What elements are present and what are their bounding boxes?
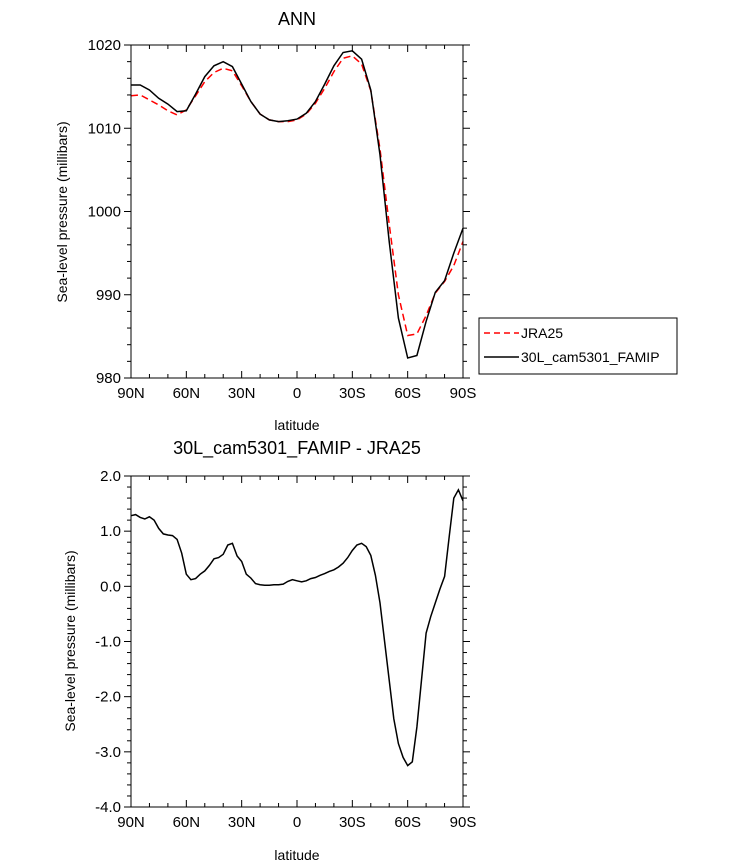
- bottom-y-tick-label: 2.0: [100, 468, 121, 485]
- x-axis-label: latitude: [274, 417, 319, 433]
- bottom-y-tick-label: 1.0: [100, 523, 121, 540]
- chart-slp-annual: ANN 90N 60N 30N 0 30S 60S 90S 980 990 1000 1010 102…: [54, 9, 476, 433]
- bottom-x-tick-label: 60S: [394, 814, 421, 831]
- bottom-x-tick-label: 30S: [339, 814, 366, 831]
- top-series-line-1: [131, 49, 464, 359]
- bottom-series-line-0: [130, 488, 464, 767]
- bottom-y-tick-label: -1.0: [95, 634, 121, 651]
- bottom-x-tick-label: 60N: [173, 814, 201, 831]
- top-y-tick-label: 990: [96, 287, 121, 304]
- top-series-line-0: [130, 54, 464, 337]
- chart-slp-difference: 30L_cam5301_FAMIP - JRA25 90N 60N 30N 0 30S 6…: [62, 438, 476, 863]
- bottom-y-tick-label: -2.0: [95, 689, 121, 706]
- bottom-y-tick-label: -4.0: [95, 799, 121, 816]
- legend-box: [478, 317, 678, 375]
- bottom-x-tick-label: 0: [293, 814, 301, 831]
- top-x-tick-label: 30S: [339, 385, 366, 402]
- legend-label-cam: 30L_cam5301_FAMIP: [521, 349, 660, 365]
- top-y-tick-label: 1010: [88, 120, 121, 137]
- top-x-tick-label: 30N: [228, 385, 256, 402]
- bottom-y-tick-label: 0.0: [100, 578, 121, 595]
- top-y-tick-label: 1000: [88, 204, 121, 221]
- y-axis-label: Sea-level pressure (millibars): [62, 550, 78, 731]
- top-x-tick-label: 60N: [173, 385, 201, 402]
- top-y-tick-label: 1020: [88, 37, 121, 54]
- bottom-x-tick-label: 90S: [450, 814, 477, 831]
- bottom-x-tick-label: 30N: [228, 814, 256, 831]
- top-x-tick-label: 90S: [450, 385, 477, 402]
- x-axis-label: latitude: [274, 847, 319, 863]
- bottom-x-tick-label: 90N: [117, 814, 145, 831]
- legend-label-jra25: JRA25: [521, 325, 563, 341]
- top-x-tick-label: 90N: [117, 385, 145, 402]
- legend: JRA25 30L_cam5301_FAMIP: [478, 317, 678, 375]
- top-x-tick-label: 0: [293, 385, 301, 402]
- chart-title: 30L_cam5301_FAMIP - JRA25: [173, 438, 421, 459]
- bottom-y-tick-label: -3.0: [95, 744, 121, 761]
- top-x-tick-label: 60S: [394, 385, 421, 402]
- chart-title: ANN: [278, 9, 316, 29]
- top-plot-frame: [130, 44, 464, 379]
- top-y-tick-label: 980: [96, 370, 121, 387]
- y-axis-label: Sea-level pressure (millibars): [54, 121, 70, 302]
